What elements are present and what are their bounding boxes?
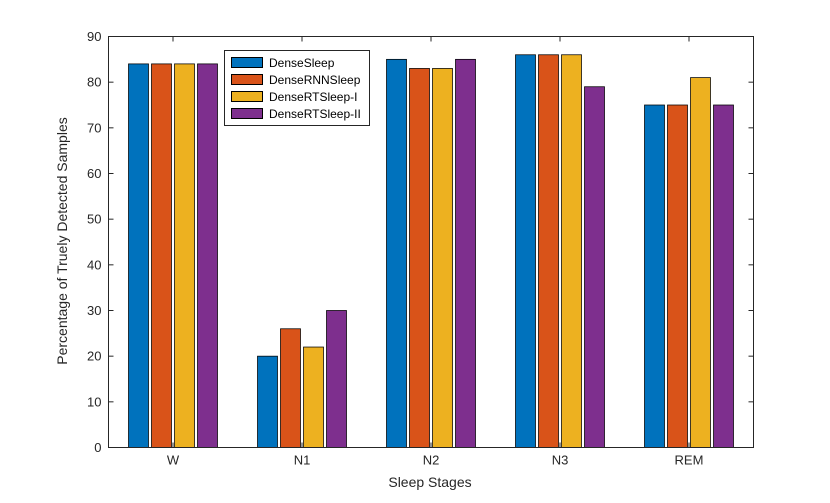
- legend-label-densertsleep-ii: DenseRTSleep-II: [269, 106, 361, 121]
- y-tick-label: 70: [87, 120, 101, 135]
- y-tick-label: 60: [87, 166, 101, 181]
- y-tick-label: 20: [87, 349, 101, 364]
- bar-DenseRTSleep-I-N1: [303, 346, 324, 448]
- y-tick-label: 0: [94, 440, 101, 455]
- x-tick-label: W: [167, 453, 180, 468]
- bar-DenseSleep-REM: [644, 104, 665, 448]
- bar-DenseRTSleep-I-REM: [690, 77, 711, 448]
- legend-label-densertsleep-i: DenseRTSleep-I: [269, 89, 358, 104]
- bar-DenseRNNSleep-REM: [667, 104, 688, 448]
- legend-swatch-densesleep: [231, 57, 263, 68]
- legend-item-densertsleep-ii: DenseRTSleep-II: [231, 106, 361, 121]
- x-tick-label: N1: [294, 453, 311, 468]
- bar-DenseRTSleep-II-W: [197, 63, 218, 448]
- bar-DenseSleep-N1: [257, 355, 278, 448]
- legend-swatch-densernnsleep: [231, 74, 263, 85]
- legend-label-densernnsleep: DenseRNNSleep: [269, 72, 361, 87]
- bar-DenseRNNSleep-N1: [280, 328, 301, 448]
- y-tick-label: 40: [87, 257, 101, 272]
- bar-DenseSleep-N3: [515, 54, 536, 448]
- legend: DenseSleep DenseRNNSleep DenseRTSleep-I …: [224, 50, 370, 126]
- x-tick-label: REM: [675, 453, 704, 468]
- bar-DenseRTSleep-II-REM: [713, 104, 734, 448]
- legend-item-densesleep: DenseSleep: [231, 55, 361, 70]
- y-tick-label: 30: [87, 303, 101, 318]
- y-tick-label: 80: [87, 75, 101, 90]
- bar-DenseRTSleep-II-N3: [584, 86, 605, 448]
- legend-item-densertsleep-i: DenseRTSleep-I: [231, 89, 361, 104]
- y-axis-label: Percentage of Truely Detected Samples: [54, 117, 70, 365]
- bar-DenseRTSleep-II-N1: [326, 310, 347, 448]
- legend-swatch-densertsleep-ii: [231, 108, 263, 119]
- bar-DenseSleep-N2: [386, 58, 407, 448]
- x-axis-label: Sleep Stages: [388, 474, 472, 490]
- x-tick-label: N3: [552, 453, 569, 468]
- bar-DenseRTSleep-II-N2: [455, 58, 476, 448]
- y-tick-label: 90: [87, 29, 101, 44]
- bar-DenseRNNSleep-N3: [538, 54, 559, 448]
- legend-item-densernnsleep: DenseRNNSleep: [231, 72, 361, 87]
- bar-DenseSleep-W: [128, 63, 149, 448]
- bar-DenseRNNSleep-W: [151, 63, 172, 448]
- x-tick-label: N2: [423, 453, 440, 468]
- y-tick-label: 50: [87, 212, 101, 227]
- y-tick-label: 10: [87, 394, 101, 409]
- bar-DenseRTSleep-I-N2: [432, 68, 453, 448]
- bar-DenseRTSleep-I-N3: [561, 54, 582, 448]
- bar-DenseRNNSleep-N2: [409, 68, 430, 448]
- legend-swatch-densertsleep-i: [231, 91, 263, 102]
- bar-DenseRTSleep-I-W: [174, 63, 195, 448]
- legend-label-densesleep: DenseSleep: [269, 55, 335, 70]
